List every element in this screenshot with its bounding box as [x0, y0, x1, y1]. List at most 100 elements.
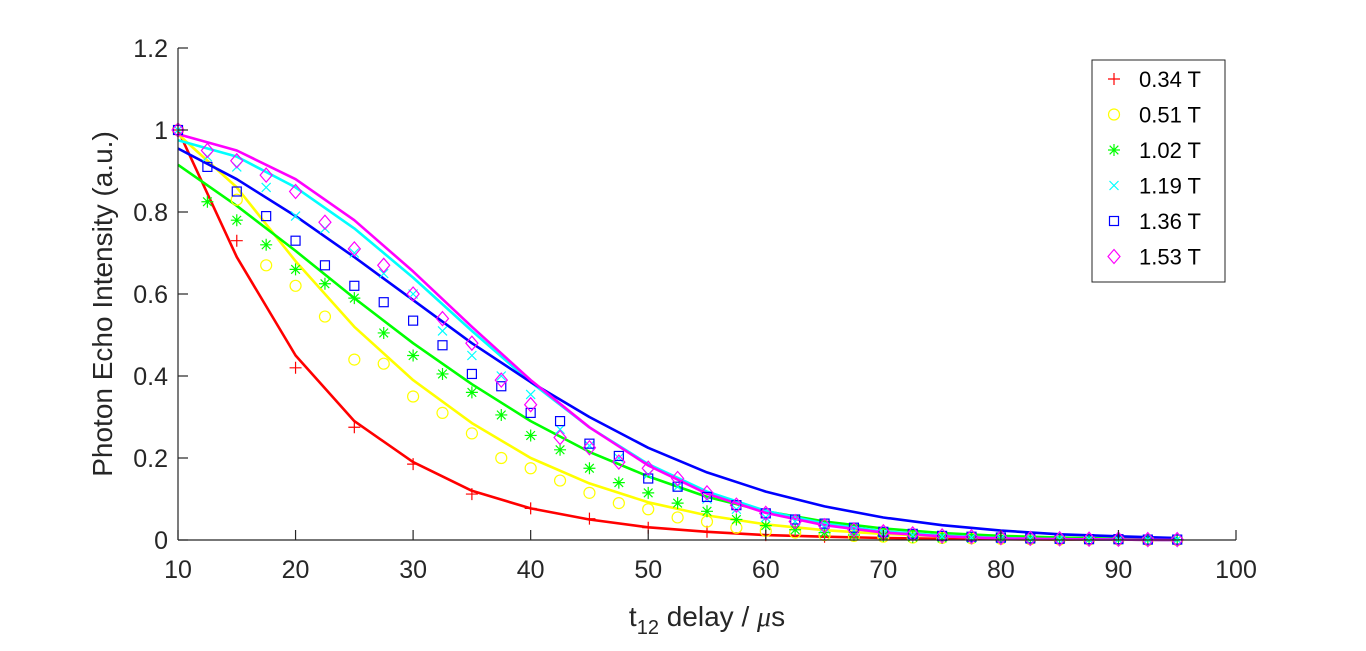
x-tick-label: 10	[164, 556, 192, 584]
legend-label: 0.51 T	[1139, 103, 1201, 128]
data-point	[231, 186, 242, 197]
data-point	[202, 161, 213, 172]
data-point	[731, 500, 742, 511]
y-tick-label: 0	[154, 527, 168, 555]
data-point	[582, 439, 597, 456]
data-point	[260, 259, 273, 272]
y-tick-label: 0.8	[133, 199, 168, 227]
data-point	[700, 484, 714, 501]
data-point	[701, 505, 713, 518]
data-point	[701, 525, 713, 538]
data-point	[758, 505, 773, 522]
data-point	[495, 408, 508, 421]
data-point	[1111, 531, 1126, 548]
data-point	[290, 235, 301, 246]
data-point	[584, 440, 595, 451]
data-point	[936, 531, 949, 544]
y-tick-label: 1	[154, 117, 168, 145]
x-tick-label: 30	[399, 556, 427, 584]
data-point	[847, 529, 860, 542]
data-point	[700, 515, 714, 528]
x-tick-label: 60	[752, 556, 780, 584]
legend-marker	[1108, 144, 1120, 156]
data-point	[261, 182, 272, 193]
data-point	[495, 451, 508, 465]
data-point	[524, 502, 537, 515]
data-point	[583, 462, 596, 475]
y-tick-label: 1.2	[133, 35, 168, 63]
x-tick-label: 100	[1215, 556, 1257, 584]
legend-marker	[1109, 180, 1119, 191]
data-point	[259, 167, 273, 184]
data-point	[554, 443, 567, 456]
data-point	[289, 263, 302, 276]
data-point	[523, 396, 538, 413]
data-point	[907, 528, 918, 539]
data-point	[466, 368, 477, 380]
data-point	[406, 286, 420, 302]
data-point	[1054, 533, 1065, 544]
data-point	[230, 214, 243, 227]
data-point	[230, 193, 243, 206]
data-point	[1052, 530, 1067, 547]
data-point	[465, 488, 478, 501]
data-point	[672, 481, 683, 492]
y-tick-label: 0.2	[133, 445, 168, 473]
data-point	[1170, 531, 1185, 548]
data-point	[347, 240, 362, 257]
data-point	[1023, 530, 1038, 547]
x-tick-label: 80	[987, 556, 1015, 584]
data-point	[584, 438, 595, 449]
data-point	[701, 491, 713, 503]
data-point	[230, 234, 243, 247]
data-point	[1082, 531, 1096, 548]
data-point	[436, 367, 449, 380]
fit-line-6	[177, 132, 1178, 542]
y-axis-label: Photon Echo Intensity (a.u.)	[87, 131, 118, 477]
data-point	[349, 248, 360, 258]
legend-marker	[1108, 73, 1120, 85]
data-point	[289, 361, 302, 374]
data-point	[348, 292, 361, 305]
data-point	[672, 481, 683, 492]
data-point	[378, 268, 389, 279]
data-point	[260, 238, 273, 251]
legend-label: 1.36 T	[1139, 209, 1201, 234]
axes: 10 20 30 40 50 60 70 80 90 10000.20.40.60.811.2t1…	[87, 35, 1257, 639]
data-point	[437, 340, 448, 351]
x-axis-label-text: delay /	[659, 601, 757, 632]
legend-box	[1091, 59, 1226, 283]
data-point	[643, 473, 654, 484]
data-point	[466, 350, 477, 361]
data-point	[671, 497, 684, 510]
x-tick-label: 90	[1105, 556, 1133, 584]
data-point	[642, 503, 655, 516]
data-point	[465, 427, 478, 440]
data-point	[201, 195, 214, 208]
x-axis-label-unit: s	[771, 601, 785, 632]
data-point	[318, 277, 331, 290]
data-point	[906, 531, 919, 544]
data-point	[553, 429, 567, 446]
data-point	[553, 474, 567, 487]
data-point	[789, 523, 802, 536]
series-markers-4	[173, 125, 1183, 545]
data-point	[760, 508, 771, 519]
data-point	[612, 476, 625, 489]
y-tick-label: 0.6	[133, 281, 168, 309]
data-point	[759, 519, 772, 532]
data-point	[966, 531, 977, 542]
data-point	[378, 297, 389, 308]
data-point	[436, 406, 449, 419]
series-markers-6	[171, 122, 1185, 548]
data-point	[524, 429, 537, 442]
data-point	[1025, 533, 1036, 544]
x-tick-label: 20	[282, 556, 310, 584]
data-point	[613, 450, 624, 462]
data-point	[407, 349, 420, 362]
x-axis-label-main: t	[629, 601, 637, 632]
data-point	[847, 521, 861, 538]
data-point	[437, 325, 448, 336]
x-axis-label: t12 delay / μs	[629, 601, 785, 639]
